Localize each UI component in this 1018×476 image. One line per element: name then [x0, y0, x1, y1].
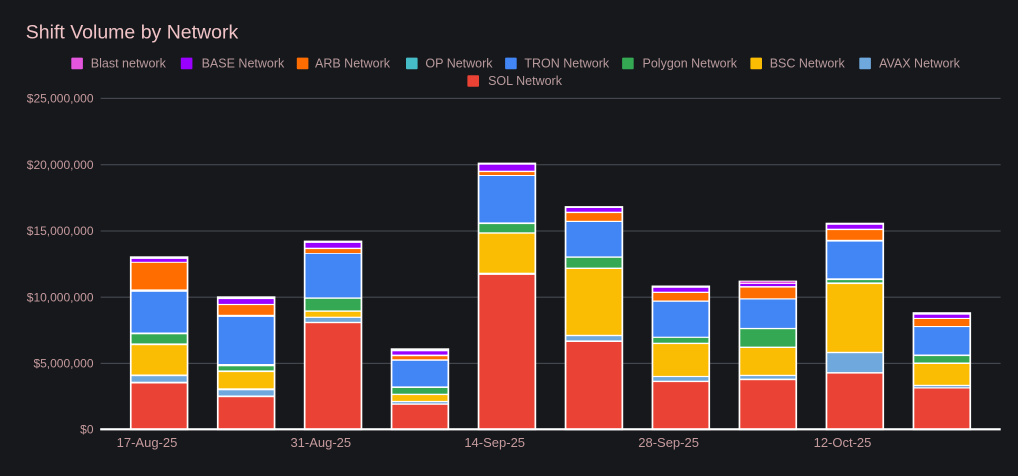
svg-text:BASE Network: BASE Network [202, 57, 285, 71]
svg-text:$10,000,000: $10,000,000 [27, 290, 94, 304]
svg-text:$25,000,000: $25,000,000 [27, 92, 94, 106]
svg-text:Blast network: Blast network [91, 57, 167, 71]
svg-text:OP Network: OP Network [425, 57, 493, 71]
svg-text:$0: $0 [80, 423, 94, 437]
svg-text:TRON Network: TRON Network [524, 57, 609, 71]
svg-text:14-Sep-25: 14-Sep-25 [464, 435, 525, 450]
svg-text:SOL Network: SOL Network [488, 74, 563, 88]
svg-text:BSC Network: BSC Network [770, 57, 846, 71]
svg-text:$5,000,000: $5,000,000 [33, 357, 93, 371]
svg-text:28-Sep-25: 28-Sep-25 [638, 435, 699, 450]
svg-text:ARB Network: ARB Network [315, 57, 391, 71]
svg-text:$20,000,000: $20,000,000 [27, 158, 94, 172]
svg-text:12-Oct-25: 12-Oct-25 [814, 435, 872, 450]
svg-text:AVAX Network: AVAX Network [879, 57, 961, 71]
svg-text:Polygon Network: Polygon Network [643, 57, 738, 71]
svg-text:$15,000,000: $15,000,000 [27, 224, 94, 238]
svg-text:31-Aug-25: 31-Aug-25 [290, 435, 351, 450]
svg-text:Shift Volume by Network: Shift Volume by Network [26, 21, 239, 43]
svg-text:17-Aug-25: 17-Aug-25 [117, 435, 178, 450]
